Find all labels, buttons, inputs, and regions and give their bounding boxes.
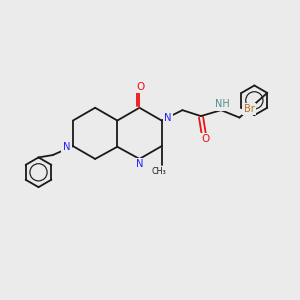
Text: O: O xyxy=(136,82,145,92)
Text: N: N xyxy=(164,113,172,123)
Text: O: O xyxy=(201,134,209,144)
Text: N: N xyxy=(63,142,70,152)
Text: NH: NH xyxy=(215,99,230,109)
Text: Br: Br xyxy=(244,104,255,114)
Text: N: N xyxy=(136,159,143,169)
Text: CH₃: CH₃ xyxy=(152,167,167,176)
